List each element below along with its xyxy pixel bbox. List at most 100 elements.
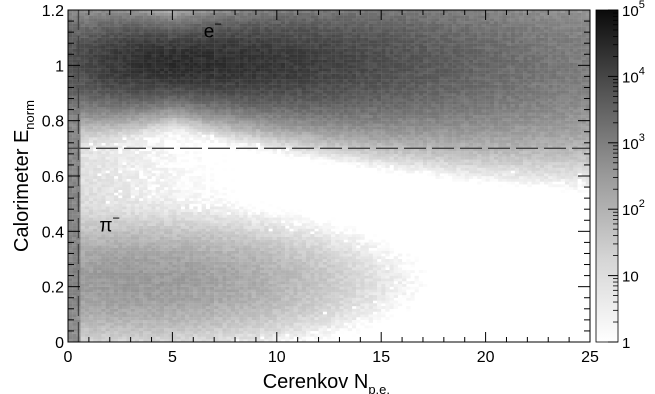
heatmap-cell	[176, 225, 181, 229]
heatmap-cell	[226, 319, 232, 323]
heatmap-cell	[68, 117, 73, 121]
heatmap-cell	[193, 112, 198, 116]
heatmap-cell	[205, 76, 211, 80]
heatmap-cell	[222, 167, 227, 171]
heatmap-cell	[164, 173, 169, 177]
heatmap-cell	[164, 336, 169, 340]
heatmap-cell	[126, 245, 131, 249]
heatmap-cell	[84, 200, 90, 204]
heatmap-cell	[88, 322, 94, 326]
heatmap-cell	[159, 62, 165, 66]
heatmap-cell	[235, 90, 240, 94]
heatmap-cell	[159, 189, 165, 193]
heatmap-cell	[68, 167, 73, 171]
heatmap-cell	[105, 187, 110, 190]
heatmap-cell	[97, 151, 102, 155]
heatmap-cell	[226, 93, 232, 96]
heatmap-cell	[118, 187, 123, 190]
heatmap-cell	[130, 126, 135, 130]
heatmap-cell	[88, 211, 94, 215]
heatmap-cell	[222, 225, 227, 229]
heatmap-cell	[168, 317, 173, 321]
heatmap-cell	[222, 220, 227, 224]
heatmap-cell	[226, 317, 232, 321]
heatmap-cell	[226, 267, 232, 271]
heatmap-cell	[109, 297, 115, 301]
heatmap-cell	[172, 59, 177, 63]
heatmap-cell	[88, 289, 94, 293]
heatmap-cell	[130, 145, 135, 149]
heatmap-cell	[214, 325, 219, 329]
heatmap-cell	[172, 181, 177, 185]
heatmap-cell	[134, 26, 140, 30]
heatmap-cell	[97, 314, 102, 318]
heatmap-cell	[109, 264, 115, 268]
heatmap-cell	[172, 195, 177, 199]
heatmap-cell	[147, 319, 152, 323]
heatmap-cell	[235, 306, 240, 309]
heatmap-cell	[130, 306, 135, 309]
heatmap-cell	[230, 278, 236, 282]
heatmap-cell	[247, 303, 252, 307]
heatmap-cell	[97, 159, 102, 163]
heatmap-cell	[180, 173, 186, 177]
heatmap-cell	[68, 145, 73, 149]
heatmap-cell	[201, 314, 206, 318]
heatmap-cell	[209, 18, 215, 22]
heatmap-cell	[184, 95, 190, 99]
heatmap-cell	[109, 303, 115, 307]
heatmap-cell	[235, 281, 240, 285]
heatmap-cell	[113, 272, 119, 276]
heatmap-cell	[118, 26, 123, 30]
heatmap-cell	[80, 253, 85, 257]
heatmap-cell	[93, 214, 98, 218]
heatmap-cell	[209, 57, 215, 60]
heatmap-cell	[113, 10, 119, 13]
heatmap-cell	[243, 167, 248, 171]
heatmap-cell	[164, 34, 169, 38]
heatmap-cell	[218, 18, 223, 22]
heatmap-cell	[176, 26, 181, 30]
heatmap-cell	[168, 34, 173, 38]
heatmap-cell	[197, 156, 202, 160]
heatmap-cell	[172, 292, 177, 296]
heatmap-cell	[243, 98, 248, 102]
heatmap-cell	[243, 34, 248, 38]
heatmap-cell	[80, 95, 85, 99]
heatmap-cell	[88, 200, 94, 204]
heatmap-cell	[172, 317, 177, 321]
heatmap-cell	[76, 109, 81, 113]
heatmap-cell	[143, 245, 148, 249]
heatmap-cell	[130, 137, 135, 141]
heatmap-cell	[176, 45, 181, 49]
heatmap-cell	[97, 283, 102, 287]
heatmap-cell	[230, 242, 236, 246]
heatmap-cell	[84, 267, 90, 271]
heatmap-cell	[97, 87, 102, 91]
heatmap-cell	[118, 303, 123, 307]
heatmap-cell	[88, 317, 94, 321]
heatmap-cell	[168, 117, 173, 121]
heatmap-cell	[197, 200, 202, 204]
heatmap-cell	[222, 195, 227, 199]
heatmap-cell	[180, 189, 186, 193]
heatmap-cell	[222, 79, 227, 83]
heatmap-cell	[118, 325, 123, 329]
heatmap-cell	[151, 253, 156, 257]
heatmap-cell	[93, 43, 98, 47]
heatmap-cell	[97, 311, 102, 315]
heatmap-cell	[197, 98, 202, 102]
heatmap-cell	[93, 54, 98, 58]
heatmap-cell	[209, 317, 215, 321]
heatmap-cell	[88, 214, 94, 218]
heatmap-cell	[239, 87, 244, 91]
heatmap-cell	[147, 325, 152, 329]
heatmap-cell	[226, 209, 232, 213]
heatmap-cell	[113, 339, 119, 343]
heatmap-cell	[134, 153, 140, 157]
heatmap-cell	[201, 10, 206, 13]
heatmap-cell	[151, 65, 156, 69]
heatmap-cell	[168, 90, 173, 94]
heatmap-cell	[97, 245, 102, 249]
heatmap-cell	[230, 153, 236, 157]
